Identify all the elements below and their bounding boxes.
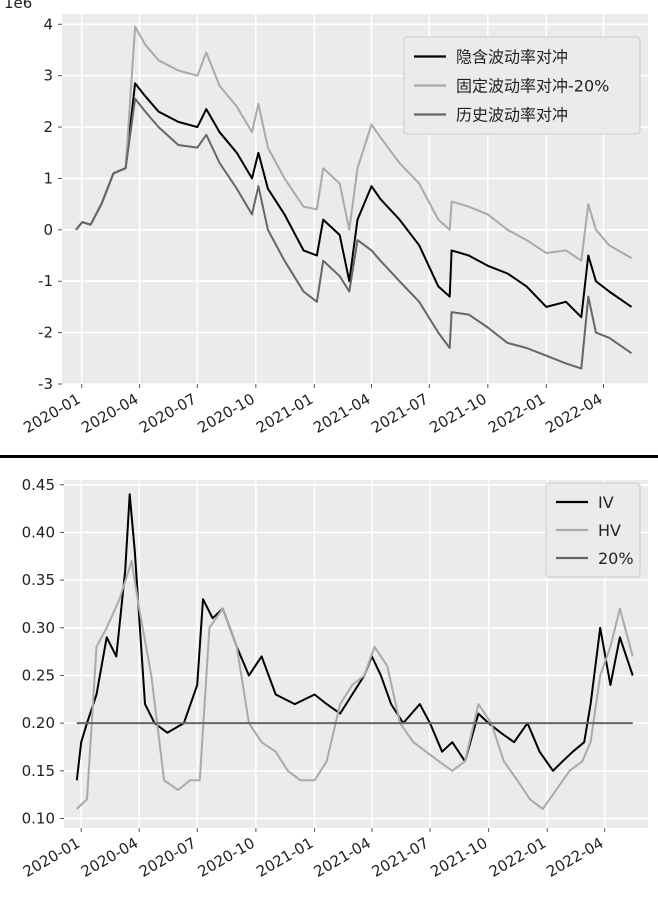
legend [403, 36, 641, 135]
x-tick-label: 2022-04 [543, 834, 606, 881]
x-tick-label: 2021-01 [253, 834, 316, 881]
y-tick-label: 0.15 [22, 762, 55, 780]
series-line [75, 82, 633, 319]
y-tick-label: -3 [38, 375, 53, 393]
y-tick-label: 0.35 [22, 571, 55, 589]
x-tick-label: 2021-04 [310, 390, 373, 437]
y-offset-label: 1e6 [4, 0, 32, 12]
legend-label: 固定波动率对冲-20% [456, 77, 609, 96]
chart-hedging-pnl: -3-2-1012342020-012020-042020-072020-102… [4, 0, 648, 437]
legend-label: 20% [598, 549, 634, 568]
legend [545, 482, 641, 578]
legend-label: HV [598, 521, 621, 540]
x-tick-label: 2020-10 [195, 834, 258, 881]
x-tick-label: 2021-10 [427, 390, 490, 437]
x-tick-label: 2020-10 [195, 390, 258, 437]
x-tick-label: 2020-04 [78, 834, 141, 881]
series-line [75, 97, 633, 370]
panel-divider [0, 455, 658, 458]
x-tick-label: 2021-01 [253, 390, 316, 437]
x-tick-label: 2020-07 [136, 390, 199, 437]
y-tick-label: 4 [43, 15, 53, 33]
legend-label: IV [598, 493, 614, 512]
x-tick-label: 2021-04 [311, 834, 374, 881]
y-tick-label: 3 [43, 67, 53, 85]
y-tick-label: 2 [43, 118, 53, 136]
x-tick-label: 2021-10 [427, 834, 490, 881]
y-tick-label: -1 [38, 272, 53, 290]
y-tick-label: 0.45 [22, 476, 55, 494]
legend-label: 历史波动率对冲 [456, 106, 568, 125]
x-tick-label: 2020-04 [78, 390, 141, 437]
x-tick-label: 2021-07 [369, 834, 432, 881]
x-tick-label: 2022-01 [485, 390, 548, 437]
x-tick-label: 2022-01 [486, 834, 549, 881]
y-tick-label: 0.25 [22, 666, 55, 684]
y-tick-label: 1 [43, 169, 53, 187]
y-tick-label: -2 [38, 324, 53, 342]
x-tick-label: 2020-01 [20, 834, 83, 881]
y-tick-label: 0.20 [22, 714, 55, 732]
x-tick-label: 2021-07 [368, 390, 431, 437]
y-tick-label: 0 [43, 221, 53, 239]
x-tick-label: 2020-07 [136, 834, 199, 881]
y-tick-label: 0.40 [22, 523, 55, 541]
x-tick-label: 2022-04 [542, 390, 605, 437]
y-tick-label: 0.30 [22, 619, 55, 637]
series-line [75, 25, 632, 262]
chart-volatility: 0.100.150.200.250.300.350.400.452020-012… [20, 476, 648, 881]
series-line [76, 560, 634, 810]
x-tick-label: 2020-01 [20, 390, 83, 437]
legend-label: 隐含波动率对冲 [456, 48, 568, 67]
y-tick-label: 0.10 [22, 809, 55, 827]
